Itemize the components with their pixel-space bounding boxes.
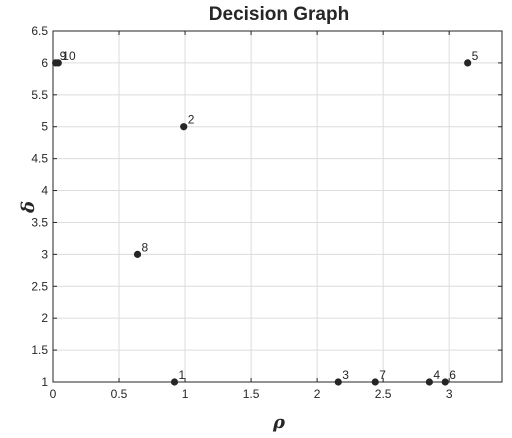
y-tick-label: 1.5 [31, 343, 48, 357]
x-axis-label: ρ [272, 412, 286, 433]
point-label: 3 [342, 368, 349, 382]
y-tick-label: 1 [41, 375, 48, 389]
data-point [54, 59, 62, 67]
point-label: 4 [433, 368, 440, 382]
y-tick-label: 6.5 [31, 24, 48, 38]
data-point [464, 59, 472, 67]
y-tick-label: 4.5 [31, 152, 48, 166]
point-label: 9 [60, 49, 67, 63]
x-tick-label: 0 [50, 387, 57, 401]
plot-frame [52, 30, 503, 383]
data-point [133, 250, 142, 258]
x-tick-label: 2.5 [375, 387, 392, 401]
point-label: 8 [142, 240, 149, 254]
data-point [180, 123, 188, 131]
y-tick-labels: 1 1.5 2 2.5 3 3.5 4 4.5 5 5.5 6 6.5 [31, 24, 48, 389]
point-label: 6 [449, 368, 456, 382]
chart-title: Decision Graph [209, 4, 349, 25]
y-tick-label: 2 [41, 311, 48, 325]
data-point [441, 378, 449, 386]
data-point [334, 378, 342, 386]
y-tick-label: 4 [41, 184, 48, 198]
grid-lines [52, 30, 502, 383]
y-axis-label: δ [18, 201, 39, 214]
x-tick-label: 3 [446, 387, 453, 401]
x-tick-label: 2 [314, 387, 321, 401]
data-point [170, 378, 179, 386]
y-tick-label: 3 [41, 247, 48, 261]
axes [52, 30, 503, 383]
y-tick-label: 5.5 [31, 88, 48, 102]
point-label: 10 [62, 49, 76, 63]
y-tick-label: 3.5 [31, 215, 48, 229]
x-tick-labels: 0 0.5 1 1.5 2 2.5 3 [50, 387, 453, 401]
y-tick-label: 6 [41, 56, 48, 70]
x-tick-label: 0.5 [111, 387, 128, 401]
data-point [371, 378, 379, 386]
data-point [425, 378, 433, 386]
point-label: 2 [188, 113, 195, 127]
point-label: 7 [379, 368, 386, 382]
point-labels: 1 2 3 4 5 6 7 8 910 [60, 49, 479, 382]
data-points [52, 59, 472, 386]
x-tick-label: 1 [182, 387, 189, 401]
y-tick-label: 5 [41, 120, 48, 134]
x-tick-label: 1.5 [243, 387, 260, 401]
y-tick-label: 2.5 [31, 279, 48, 293]
point-label: 1 [178, 368, 185, 382]
point-label: 5 [472, 49, 479, 63]
